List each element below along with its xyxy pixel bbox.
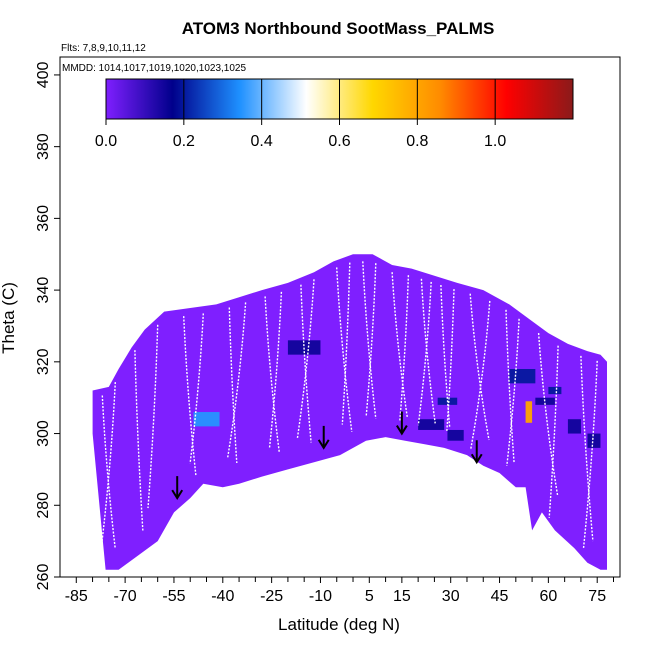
x-tick-label: 45 (491, 588, 509, 605)
x-tick-label: -10 (309, 588, 332, 605)
flight-track (268, 291, 283, 448)
flight-track (228, 307, 238, 464)
flight-track (548, 345, 559, 518)
y-tick-label: 400 (35, 61, 52, 88)
x-tick-label: -25 (260, 588, 283, 605)
flight-track (469, 293, 490, 441)
y-tick-label: 260 (35, 564, 52, 591)
x-tick-label: -85 (65, 588, 88, 605)
flight-track (505, 309, 515, 464)
flight-track (446, 289, 455, 432)
flight-track (537, 333, 559, 496)
flight-track (189, 313, 204, 464)
flight-track (134, 350, 144, 532)
y-tick-label: 280 (35, 492, 52, 519)
x-tick-label: -40 (211, 588, 234, 605)
y-tick-label: 340 (35, 277, 52, 304)
x-tick-label: 75 (588, 588, 606, 605)
flight-track (183, 316, 197, 477)
chart-title: ATOM3 Northbound SootMass_PALMS (182, 19, 495, 38)
flight-track (100, 382, 116, 546)
heatmap-cell (587, 433, 601, 448)
y-tick-label: 380 (35, 133, 52, 160)
y-axis-label: Theta (C) (0, 282, 18, 354)
colorbar-tick-label: 1.0 (484, 133, 506, 150)
flight-track (296, 279, 315, 440)
x-tick-label: 30 (442, 588, 460, 605)
heatmap-cell (525, 401, 533, 423)
mmdd-label: MMDD: 1014,1017,1019,1020,1023,1025 (62, 63, 246, 74)
colorbar-tick-label: 0.0 (95, 133, 117, 150)
flight-track (417, 281, 432, 426)
heatmap-cell (193, 412, 220, 427)
heatmap-cell (447, 429, 464, 441)
colorbar-tick-label: 0.2 (173, 133, 195, 150)
flight-track (469, 300, 491, 451)
heatmap-cell (418, 419, 445, 430)
flight-track (365, 263, 377, 417)
flights-label: Flts: 7,8,9,10,11,12 (61, 43, 146, 54)
flight-track (506, 318, 520, 466)
flight-track (362, 261, 377, 419)
heatmap-cell (287, 340, 321, 355)
heatmap-cell (509, 369, 536, 384)
y-tick-label: 320 (35, 348, 52, 375)
colorbar-tick-label: 0.4 (251, 133, 273, 150)
flight-track (580, 355, 594, 542)
arrow-marker (317, 425, 330, 450)
flight-track (147, 324, 159, 509)
x-tick-label: -55 (162, 588, 185, 605)
axes: -85 -70 -55 -40 -25 -10 5 15 30 45 60 75 260 280 300 32… (35, 61, 614, 605)
heatmap-cell (548, 386, 562, 395)
x-axis-label: Latitude (deg N) (278, 615, 400, 634)
colorbar: 0.0 0.2 0.4 0.6 0.8 1.0 (95, 78, 574, 150)
flight-track (582, 360, 598, 549)
flight-track (226, 302, 247, 459)
plot-area (92, 254, 608, 570)
flight-track (341, 262, 351, 425)
x-tick-label: 15 (393, 588, 411, 605)
colorbar-tick-label: 0.8 (406, 133, 428, 150)
flight-track (101, 395, 116, 549)
flight-track (391, 272, 409, 419)
colorbar-tick-label: 0.6 (328, 133, 350, 150)
heatmap-cell (567, 419, 581, 434)
plot-frame (59, 56, 621, 578)
flight-track (300, 284, 312, 443)
arrow-marker (470, 440, 483, 465)
flight-track (264, 296, 280, 453)
x-tick-label: 60 (539, 588, 557, 605)
arrow-marker (171, 476, 184, 500)
y-tick-label: 300 (35, 420, 52, 447)
flight-track (336, 267, 353, 432)
y-tick-label: 360 (35, 205, 52, 232)
x-tick-label: 5 (365, 588, 374, 605)
x-tick-label: -70 (114, 588, 137, 605)
arrow-marker (396, 411, 408, 436)
heatmap-cell (535, 397, 555, 405)
